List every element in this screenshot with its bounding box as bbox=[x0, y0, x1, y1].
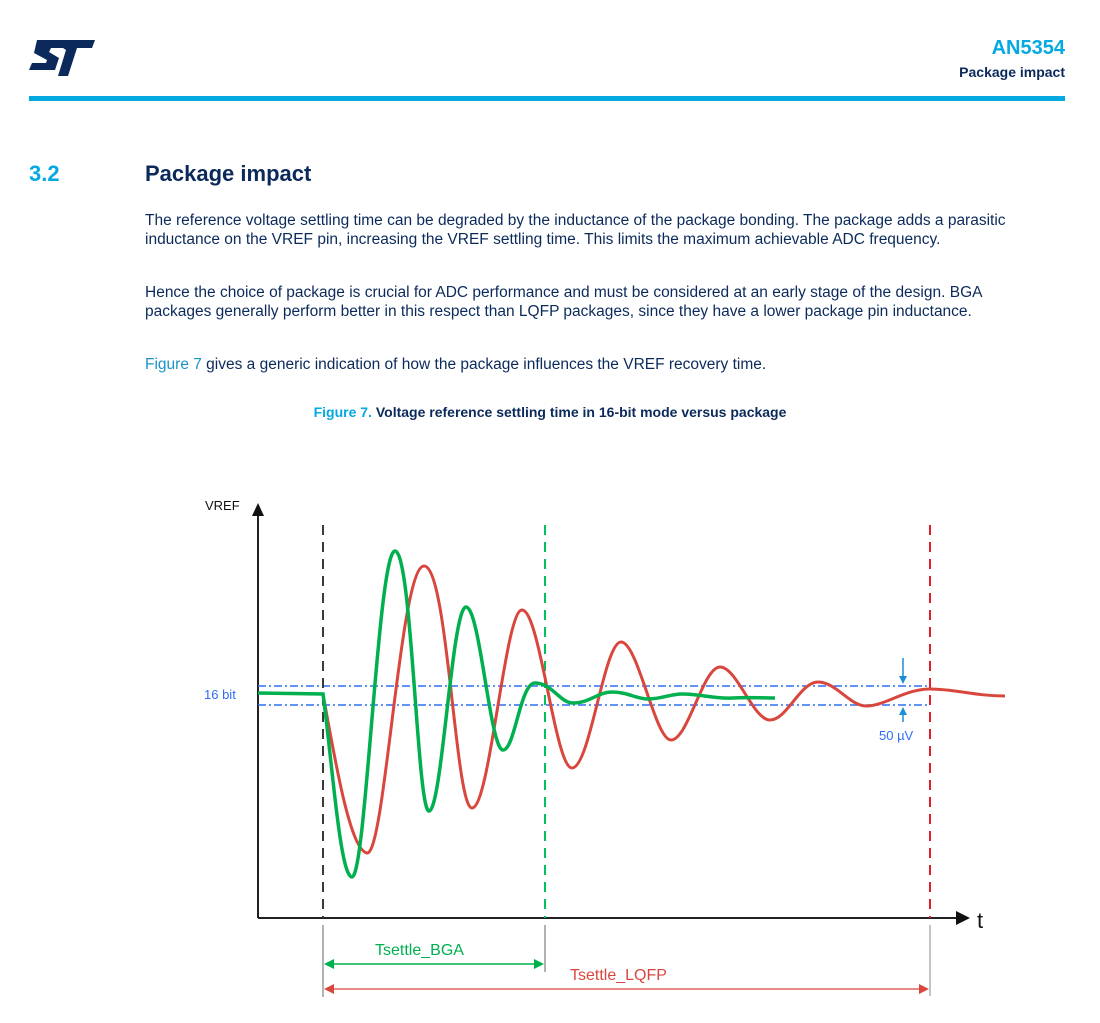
header-section-title: Package impact bbox=[959, 64, 1065, 80]
figure-title: Voltage reference settling time in 16-bi… bbox=[371, 404, 787, 420]
st-logo-icon bbox=[29, 40, 95, 76]
figure-caption: Figure 7. Voltage reference settling tim… bbox=[0, 404, 1100, 420]
band-width-label: 50 µV bbox=[879, 728, 914, 743]
x-axis-label: t bbox=[977, 908, 983, 933]
document-id: AN5354 bbox=[991, 37, 1065, 59]
lqfp-interval-label: Tsettle_LQFP bbox=[570, 967, 667, 984]
section-title: Package impact bbox=[145, 161, 312, 186]
paragraph-1: The reference voltage settling time can … bbox=[145, 212, 1006, 248]
bga-curve bbox=[257, 549, 776, 879]
x-axis bbox=[258, 911, 970, 925]
y-axis-label: VREF bbox=[205, 498, 240, 513]
band-width-arrows bbox=[899, 658, 907, 722]
paragraph-2: Hence the choice of package is crucial f… bbox=[145, 284, 982, 320]
y-axis bbox=[252, 503, 264, 918]
figure-7-link[interactable]: Figure 7 bbox=[145, 356, 202, 373]
header-rule bbox=[29, 96, 1065, 101]
bga-interval bbox=[322, 925, 546, 997]
bga-interval-label: Tsettle_BGA bbox=[375, 942, 464, 959]
figure-number: Figure 7. bbox=[313, 404, 372, 420]
paragraph-3-text: gives a generic indication of how the pa… bbox=[201, 356, 767, 373]
band-label: 16 bit bbox=[204, 687, 236, 702]
st-logo bbox=[29, 40, 95, 76]
paragraph-3: Figure 7 gives a generic indication of h… bbox=[145, 355, 1045, 374]
page-header-right: AN5354 Package impact bbox=[959, 36, 1065, 82]
lqfp-interval bbox=[324, 925, 931, 996]
16-bit-band bbox=[258, 685, 930, 706]
section-number: 3.2 bbox=[29, 161, 60, 186]
